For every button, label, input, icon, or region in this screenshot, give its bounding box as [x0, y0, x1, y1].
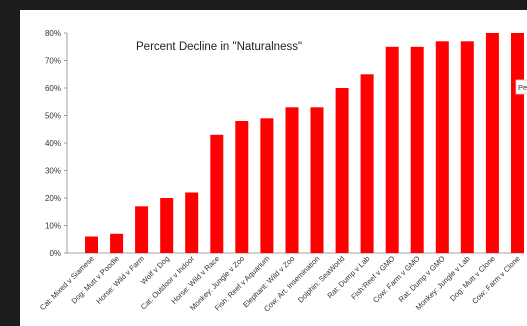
y-tick-label: 40%	[45, 139, 61, 148]
bar	[185, 192, 199, 253]
bar	[235, 121, 249, 253]
bar	[360, 74, 374, 254]
legend-label: Pe	[518, 83, 527, 92]
bar	[485, 33, 499, 253]
y-tick-label: 0%	[49, 249, 61, 258]
bar	[160, 198, 174, 253]
x-category-label: Cow: Farm v Clone	[470, 254, 522, 306]
legend-box	[515, 79, 527, 95]
y-tick-label: 70%	[45, 57, 61, 66]
chart-panel: Percent Decline in "Naturalness" 0% 10% 20…	[20, 10, 527, 326]
x-category-label: Fish:Reef v GMO	[349, 254, 396, 301]
bar	[460, 41, 474, 254]
bar	[435, 41, 449, 254]
y-axis: 0% 10% 20% 30% 40% 50% 60% 70% 80%	[45, 29, 524, 258]
bar	[135, 206, 149, 254]
chart-title: Percent Decline in "Naturalness"	[136, 41, 302, 53]
bar	[285, 107, 299, 254]
y-tick-label: 80%	[45, 29, 61, 38]
bar	[310, 107, 324, 254]
bar	[511, 33, 524, 253]
bar	[410, 46, 424, 254]
bar	[85, 236, 98, 253]
bars	[85, 33, 524, 254]
y-tick-label: 20%	[45, 194, 61, 203]
y-tick-label: 60%	[45, 84, 61, 93]
y-tick-label: 50%	[45, 112, 61, 121]
y-tick-label: 30%	[45, 167, 61, 176]
y-tick-label: 10%	[45, 222, 61, 231]
bar	[110, 233, 124, 254]
bar	[210, 134, 224, 254]
bar	[385, 46, 399, 254]
bar	[335, 88, 349, 253]
bar-chart: Percent Decline in "Naturalness" 0% 10% 20…	[38, 29, 527, 314]
x-category-label: Dog: Mutt v Clone	[448, 254, 497, 303]
legend: Pe	[515, 79, 527, 95]
bar	[260, 118, 274, 254]
